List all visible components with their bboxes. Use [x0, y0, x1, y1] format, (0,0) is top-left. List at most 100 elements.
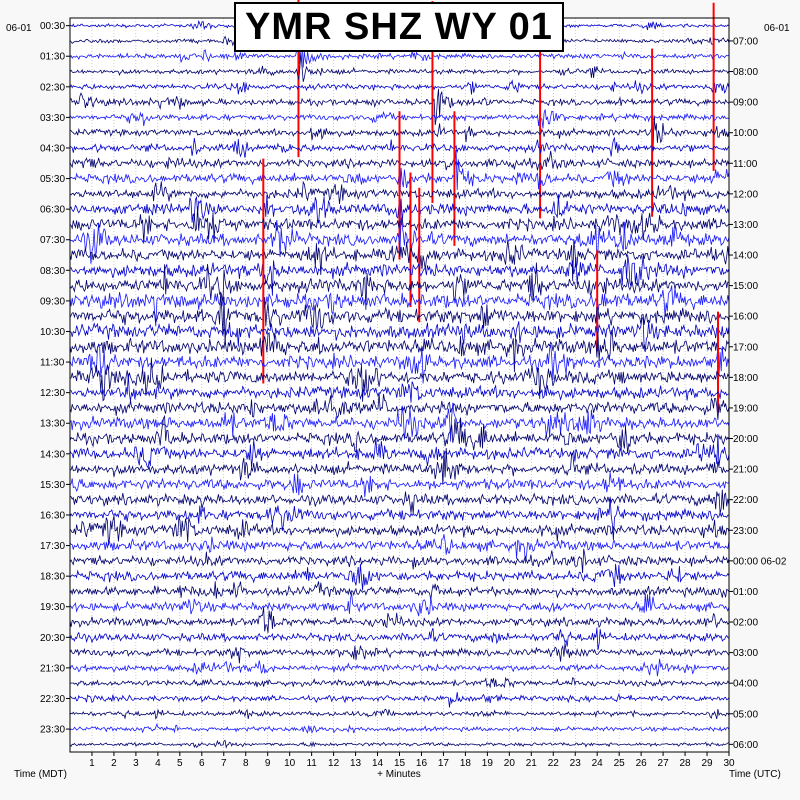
x-tick-label: 27 [658, 758, 670, 769]
left-tick-label: 13:30 [40, 419, 65, 430]
title-box: YMR SHZ WY 01 [234, 2, 564, 52]
trace-line [69, 489, 730, 514]
left-date-label: 06-01 [6, 23, 32, 34]
left-tick-label: 02:30 [40, 82, 65, 93]
left-tick-label: 07:30 [40, 235, 65, 246]
trace-line [69, 357, 730, 402]
trace-line [69, 292, 730, 345]
trace-line [69, 627, 730, 651]
x-tick-label: 14 [372, 758, 384, 769]
x-tick-label: 25 [614, 758, 626, 769]
left-axis-title: Time (MDT) [14, 769, 67, 780]
x-tick-label: 22 [548, 758, 560, 769]
trace-line [69, 723, 730, 734]
right-tick-label: 15:00 [733, 281, 758, 292]
x-tick-label: 12 [328, 758, 340, 769]
right-tick-label: 20:00 [733, 434, 758, 445]
x-tick-label: 7 [221, 758, 227, 769]
trace-line [69, 254, 730, 296]
right-tick-label: 11:00 [733, 159, 758, 170]
left-tick-label: 19:30 [40, 602, 65, 613]
trace-line [69, 692, 730, 708]
right-tick-label: 10:00 [733, 128, 758, 139]
x-tick-label: 29 [701, 758, 713, 769]
left-tick-label: 15:30 [40, 480, 65, 491]
x-tick-label: 10 [284, 758, 296, 769]
left-tick-label: 09:30 [40, 296, 65, 307]
left-tick-label: 12:30 [40, 388, 65, 399]
trace-line [69, 402, 730, 442]
left-tick-label: 14:30 [40, 449, 65, 460]
trace-line [69, 217, 730, 264]
x-axis-title: + Minutes [377, 769, 421, 780]
left-tick-label: 22:30 [40, 694, 65, 705]
left-tick-label: 18:30 [40, 572, 65, 583]
right-tick-label: 12:00 [733, 189, 758, 200]
left-tick-label: 01:30 [40, 52, 65, 63]
x-tick-label: 1 [89, 758, 95, 769]
left-tick-label: 06:30 [40, 205, 65, 216]
trace-line [69, 497, 730, 541]
x-tick-label: 16 [416, 758, 428, 769]
trace-line [69, 88, 730, 126]
trace-line [69, 285, 730, 327]
x-tick-label: 20 [504, 758, 516, 769]
left-tick-label: 20:30 [40, 633, 65, 644]
trace-line [69, 472, 730, 498]
right-tick-label: 09:00 [733, 98, 758, 109]
trace-line [69, 344, 730, 384]
right-axis-title: Time (UTC) [729, 769, 781, 780]
right-tick-label: 03:00 [733, 648, 758, 659]
x-tick-label: 8 [243, 758, 249, 769]
x-tick-label: 21 [526, 758, 538, 769]
trace-line [69, 548, 730, 574]
left-tick-label: 03:30 [40, 113, 65, 124]
left-tick-label: 10:30 [40, 327, 65, 338]
trace-line [69, 563, 730, 591]
x-tick-label: 26 [636, 758, 648, 769]
right-tick-label: 14:00 [733, 251, 758, 262]
right-tick-label: 22:00 [733, 495, 758, 506]
right-tick-label: 04:00 [733, 679, 758, 690]
trace-line [69, 447, 730, 485]
right-tick-label: 05:00 [733, 709, 758, 720]
x-tick-label: 6 [199, 758, 205, 769]
trace-line [69, 606, 730, 633]
right-date-label: 06-01 [764, 23, 790, 34]
trace-line [69, 643, 730, 664]
x-tick-label: 5 [177, 758, 183, 769]
right-tick-label: 08:00 [733, 67, 758, 78]
trace-line [69, 393, 730, 420]
trace-line [69, 31, 730, 68]
trace-line [69, 658, 730, 677]
right-tick-label: 23:00 [733, 526, 758, 537]
right-tick-label: 01:00 [733, 587, 758, 598]
right-tick-label: 17:00 [733, 342, 758, 353]
trace-line [69, 52, 730, 82]
left-tick-label: 05:30 [40, 174, 65, 185]
x-tick-label: 9 [265, 758, 271, 769]
x-tick-label: 23 [570, 758, 582, 769]
right-tick-label: 06:00 [733, 740, 758, 751]
left-tick-label: 00:30 [40, 21, 65, 32]
x-tick-label: 30 [723, 758, 735, 769]
trace-line [69, 739, 730, 749]
trace-line [69, 414, 730, 454]
trace-line [69, 373, 729, 403]
left-tick-label: 17:30 [40, 541, 65, 552]
x-tick-label: 11 [306, 758, 317, 769]
x-tick-label: 13 [350, 758, 362, 769]
x-tick-label: 18 [460, 758, 472, 769]
x-tick-label: 28 [680, 758, 692, 769]
right-tick-label: 16:00 [733, 312, 758, 323]
trace-line [69, 433, 730, 469]
x-tick-label: 19 [482, 758, 494, 769]
left-tick-label: 11:30 [40, 358, 65, 369]
right-tick-label: 13:00 [733, 220, 758, 231]
x-tick-label: 17 [438, 758, 450, 769]
x-tick-label: 4 [155, 758, 161, 769]
left-tick-label: 23:30 [40, 725, 65, 736]
x-tick-label: 24 [592, 758, 604, 769]
right-tick-label: 18:00 [733, 373, 758, 384]
x-tick-label: 3 [133, 758, 139, 769]
